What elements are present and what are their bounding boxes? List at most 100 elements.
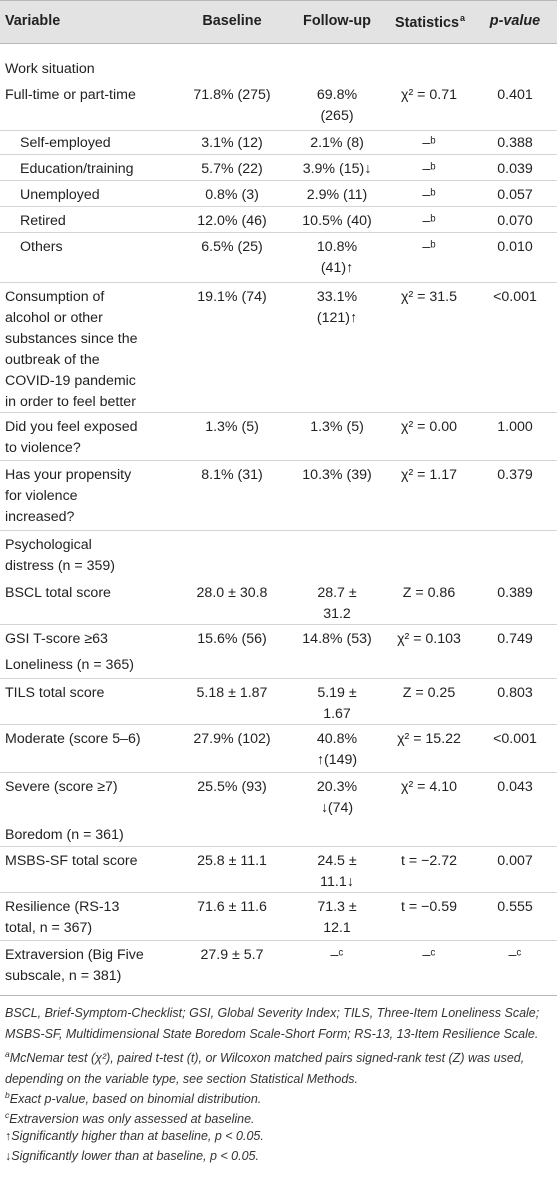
cell-p: <0.001: [478, 287, 552, 308]
cell-text-line: 0.043: [497, 779, 533, 795]
cell-text-line: 0.010: [497, 239, 533, 255]
cell-text-line: 0.555: [497, 899, 533, 915]
table-header: Variable Baseline Follow-up Statisticsa …: [0, 0, 557, 44]
cell-text-line: Education/training: [20, 161, 134, 177]
cell-text-line: Moderate (score 5–6): [5, 731, 141, 747]
cell-followup: 24.5 ± 11.1↓: [293, 851, 381, 893]
table-row: Extraversion (Big Five subscale, n = 381)…: [0, 940, 557, 995]
table-row: Others 6.5% (25) 10.8% (41)↑ –ᵇ 0.010: [0, 232, 557, 283]
cell-text-line: GSI T-score ≥63: [5, 631, 108, 647]
cell-stat: χ² = 0.00: [392, 417, 466, 438]
cell-baseline: 28.0 ± 30.8: [187, 583, 277, 604]
cell-variable: Retired: [20, 211, 188, 232]
cell-text-line: 71.8% (275): [193, 87, 271, 103]
cell-variable: Work situation: [5, 59, 173, 80]
cell-stat: –ᶜ: [392, 945, 466, 966]
cell-text-line: t = −0.59: [400, 899, 457, 915]
cell-text-line: χ² = 0.00: [401, 419, 457, 435]
cell-text-line: MSBS-SF total score: [5, 853, 138, 869]
cell-text-line: 28.7 ±: [317, 585, 357, 601]
cell-p: 0.070: [478, 211, 552, 232]
cell-p: 0.057: [478, 185, 552, 206]
cell-variable: GSI T-score ≥63: [5, 629, 173, 650]
cell-baseline: 8.1% (31): [187, 465, 277, 486]
cell-stat: Z = 0.25: [392, 683, 466, 704]
cell-baseline: 71.6 ± 11.6: [187, 897, 277, 918]
cell-variable: Did you feel exposed to violence?: [5, 417, 173, 459]
cell-followup: 2.9% (11): [293, 185, 381, 206]
cell-text-line: 71.3 ±: [317, 899, 357, 915]
cell-text-line: 5.19 ±: [317, 685, 357, 701]
cell-p: <0.001: [478, 729, 552, 750]
table-row: Full-time or part-time 71.8% (275) 69.8% (2…: [0, 80, 557, 131]
cell-followup: 5.19 ± 1.67: [293, 683, 381, 725]
cell-text-line: –ᶜ: [508, 947, 522, 963]
cell-text-line: 15.6% (56): [197, 631, 267, 647]
cell-text-line: Full-time or part-time: [5, 87, 136, 103]
cell-text-line: 1.67: [323, 706, 351, 722]
header-variable: Variable: [5, 13, 61, 29]
header-statistics: Statisticsa: [394, 13, 465, 31]
cell-text-line: χ² = 31.5: [401, 289, 457, 305]
cell-text-line: 0.388: [497, 135, 533, 151]
cell-stat: χ² = 4.10: [392, 777, 466, 798]
cell-text-line: to violence?: [5, 440, 81, 456]
cell-text-line: 0.379: [497, 467, 533, 483]
cell-text-line: 10.3% (39): [302, 467, 372, 483]
cell-text-line: Psychological: [5, 537, 92, 553]
cell-stat: χ² = 1.17: [392, 465, 466, 486]
cell-text-line: χ² = 15.22: [397, 731, 461, 747]
cell-text-line: 27.9 ± 5.7: [200, 947, 264, 963]
cell-text-line: 0.401: [497, 87, 533, 103]
cell-text-line: 24.5 ±: [317, 853, 357, 869]
cell-variable: Severe (score ≥7): [5, 777, 173, 798]
cell-text-line: 33.1%: [316, 289, 358, 305]
cell-text-line: –ᵇ: [422, 161, 436, 177]
table-row: BSCL total score 28.0 ± 30.8 28.7 ± 31.2 Z =…: [0, 578, 557, 625]
cell-text-line: 2.1% (8): [310, 135, 364, 151]
cell-text-line: 10.8%: [316, 239, 358, 255]
cell-text-line: Resilience (RS-13: [5, 899, 120, 915]
cell-text-line: –ᵇ: [422, 187, 436, 203]
cell-text-line: COVID-19 pandemic: [5, 373, 136, 389]
cell-variable: Boredom (n = 361): [5, 825, 173, 846]
cell-text-line: 0.8% (3): [205, 187, 259, 203]
cell-baseline: 3.1% (12): [187, 133, 277, 154]
cell-text-line: Work situation: [5, 61, 95, 77]
cell-text-line: outbreak of the: [5, 352, 100, 368]
cell-text-line: Severe (score ≥7): [5, 779, 118, 795]
cell-text-line: 0.057: [497, 187, 533, 203]
table-row: Retired 12.0% (46) 10.5% (40) –ᵇ 0.070: [0, 206, 557, 233]
cell-text-line: subscale, n = 381): [5, 968, 122, 984]
header-baseline: Baseline: [202, 13, 262, 29]
cell-text-line: 20.3%: [316, 779, 358, 795]
cell-text-line: 69.8%: [316, 87, 358, 103]
cell-variable: Others: [20, 237, 188, 258]
cell-baseline: 19.1% (74): [187, 287, 277, 308]
cell-text-line: 25.5% (93): [197, 779, 267, 795]
table-row: Work situation: [0, 54, 557, 80]
cell-followup: 20.3% ↓(74): [293, 777, 381, 819]
cell-stat: t = −0.59: [392, 897, 466, 918]
cell-followup: 69.8% (265): [293, 85, 381, 127]
cell-text-line: 11.1↓: [320, 874, 354, 890]
cell-baseline: 5.18 ± 1.87: [187, 683, 277, 704]
cell-variable: Psychological distress (n = 359): [5, 535, 173, 577]
cell-text-line: (121)↑: [316, 310, 358, 326]
table-row: Loneliness (n = 365): [0, 650, 557, 679]
cell-baseline: 5.7% (22): [187, 159, 277, 180]
cell-stat: χ² = 31.5: [392, 287, 466, 308]
cell-baseline: 0.8% (3): [187, 185, 277, 206]
cell-text-line: 12.1: [323, 920, 351, 936]
cell-text-line: Consumption of: [5, 289, 105, 305]
cell-stat: χ² = 0.71: [392, 85, 466, 106]
cell-text-line: –ᶜ: [422, 947, 436, 963]
table-row: Education/training 5.7% (22) 3.9% (15)↓ –ᵇ 0…: [0, 154, 557, 181]
cell-text-line: 1.3% (5): [205, 419, 259, 435]
cell-text-line: χ² = 0.103: [397, 631, 461, 647]
table-row: Boredom (n = 361): [0, 820, 557, 847]
footnote-lower: ↓Significantly lower than at baseline, p…: [5, 1149, 259, 1163]
cell-text-line: (41)↑: [320, 260, 354, 276]
cell-baseline: 1.3% (5): [187, 417, 277, 438]
